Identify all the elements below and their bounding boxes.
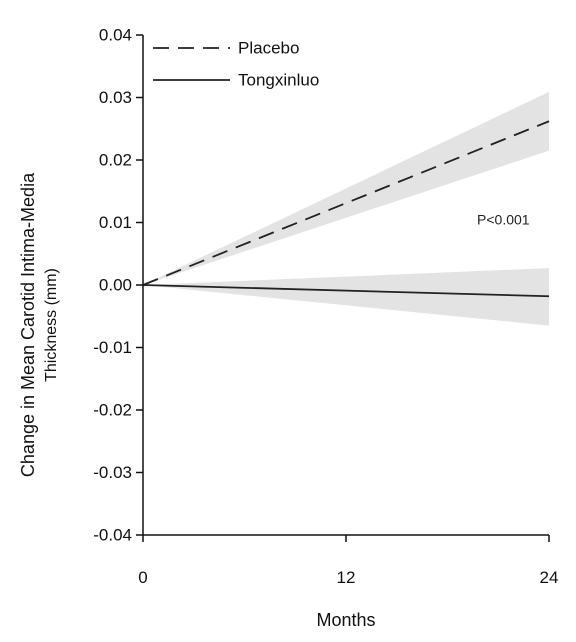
y-tick-label: 0.00 bbox=[99, 275, 132, 294]
legend-label-0: Placebo bbox=[238, 38, 299, 57]
y-tick-label: -0.03 bbox=[93, 463, 132, 482]
y-tick-label: -0.01 bbox=[93, 338, 132, 357]
legend-label-1: Tongxinluo bbox=[238, 70, 319, 89]
y-axis-label-line-1: Change in Mean Carotid Intima-Media bbox=[18, 172, 38, 477]
y-tick-label: 0.01 bbox=[99, 213, 132, 232]
legend: Placebo Tongxinluo bbox=[153, 38, 319, 89]
y-tick-label: 0.03 bbox=[99, 88, 132, 107]
y-tick-label: 0.02 bbox=[99, 150, 132, 169]
annotations: P<0.001 bbox=[477, 211, 530, 227]
series-line-1 bbox=[142, 284, 550, 298]
x-tick-label: 12 bbox=[337, 568, 356, 587]
y-axis-label: Change in Mean Carotid Intima-Media Thic… bbox=[18, 172, 60, 477]
p-value-annotation: P<0.001 bbox=[477, 211, 530, 227]
y-axis-label-line-2: Thickness (mm) bbox=[43, 268, 60, 382]
y-tick-label: 0.04 bbox=[99, 25, 132, 44]
confidence-bands bbox=[143, 91, 549, 326]
x-tick-label: 0 bbox=[138, 568, 147, 587]
x-axis-ticks: 0 12 24 bbox=[138, 535, 558, 587]
y-tick-label: -0.04 bbox=[93, 525, 132, 544]
y-tick-label: -0.02 bbox=[93, 400, 132, 419]
x-axis-label: Months bbox=[316, 610, 375, 630]
series-lines bbox=[142, 120, 550, 298]
series-line-0 bbox=[142, 120, 550, 286]
x-tick-label: 24 bbox=[540, 568, 559, 587]
y-axis-ticks: 0.04 0.03 0.02 0.01 0.00 -0.01 -0.02 -0.03 -0.04 bbox=[93, 25, 143, 544]
ci-band-0 bbox=[143, 91, 549, 285]
ci-band-1 bbox=[143, 268, 549, 326]
